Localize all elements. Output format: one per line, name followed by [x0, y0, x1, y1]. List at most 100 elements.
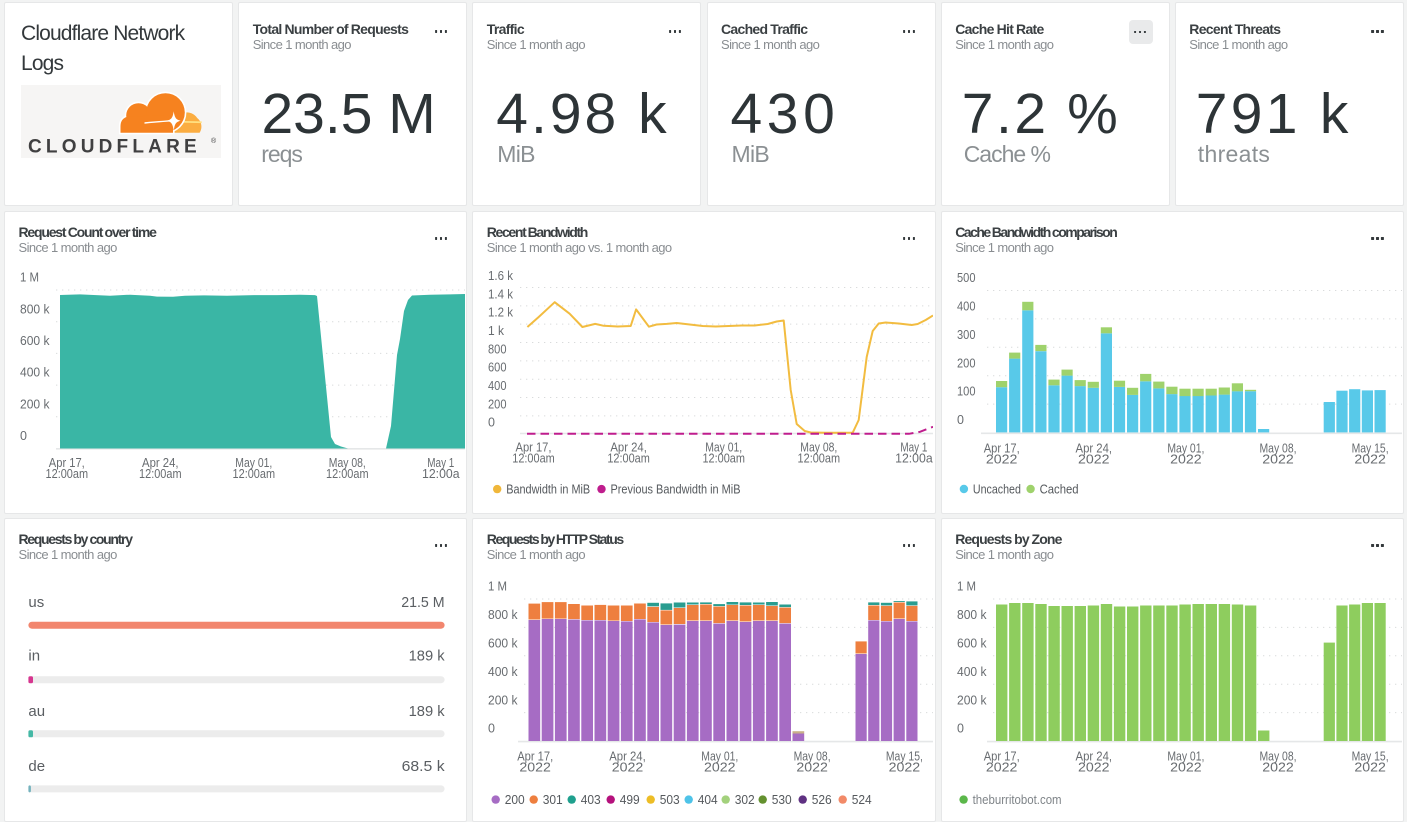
- svg-text:600 k: 600 k: [957, 637, 987, 651]
- svg-text:Apr 17,: Apr 17,: [517, 750, 553, 764]
- svg-text:400 k: 400 k: [20, 366, 50, 380]
- svg-text:us: us: [28, 594, 44, 611]
- svg-text:600: 600: [488, 361, 507, 375]
- svg-text:in: in: [28, 648, 40, 665]
- svg-text:400 k: 400 k: [957, 665, 987, 679]
- svg-text:1 M: 1 M: [488, 580, 507, 594]
- svg-text:2022: 2022: [889, 761, 921, 775]
- svg-text:May 1: May 1: [901, 441, 928, 455]
- svg-text:12:00am: 12:00am: [703, 452, 746, 466]
- svg-text:2022: 2022: [520, 761, 552, 775]
- svg-text:189 k: 189 k: [409, 703, 445, 720]
- svg-text:2022: 2022: [1354, 761, 1386, 775]
- svg-text:1.2 k: 1.2 k: [488, 306, 514, 320]
- svg-text:200: 200: [488, 397, 507, 411]
- svg-text:100: 100: [957, 385, 976, 399]
- svg-text:12:00am: 12:00am: [326, 467, 369, 481]
- svg-text:May 08,: May 08,: [329, 456, 366, 470]
- svg-text:Apr 24,: Apr 24,: [142, 456, 179, 470]
- svg-text:theburritobot.com: theburritobot.com: [972, 793, 1061, 807]
- svg-text:200 k: 200 k: [20, 397, 50, 411]
- svg-text:May 08,: May 08,: [794, 750, 831, 764]
- svg-text:May 01,: May 01,: [235, 456, 272, 470]
- svg-text:2022: 2022: [612, 761, 644, 775]
- svg-text:Apr 17,: Apr 17,: [49, 456, 85, 470]
- svg-text:200: 200: [957, 356, 976, 370]
- svg-text:200 k: 200 k: [488, 693, 518, 707]
- svg-text:1.6 k: 1.6 k: [488, 269, 514, 283]
- svg-text:2022: 2022: [1354, 453, 1386, 467]
- svg-text:2022: 2022: [797, 761, 829, 775]
- svg-text:Apr 17,: Apr 17,: [983, 442, 1019, 456]
- svg-text:0: 0: [488, 722, 495, 736]
- svg-text:200 k: 200 k: [957, 693, 987, 707]
- svg-text:499: 499: [620, 793, 640, 807]
- svg-text:Uncached: Uncached: [973, 483, 1021, 497]
- svg-text:2022: 2022: [1170, 761, 1202, 775]
- svg-text:403: 403: [581, 793, 601, 807]
- svg-text:2022: 2022: [1170, 453, 1202, 467]
- svg-text:Apr 24,: Apr 24,: [1075, 750, 1112, 764]
- svg-text:400 k: 400 k: [488, 665, 518, 679]
- svg-text:2022: 2022: [1262, 761, 1294, 775]
- svg-text:Cached: Cached: [1039, 483, 1078, 497]
- svg-text:May 15,: May 15,: [1351, 750, 1388, 764]
- svg-text:2022: 2022: [1078, 761, 1110, 775]
- svg-text:May 08,: May 08,: [1259, 750, 1296, 764]
- svg-text:May 01,: May 01,: [1167, 442, 1204, 456]
- svg-text:68.5 k: 68.5 k: [402, 758, 446, 775]
- svg-text:600 k: 600 k: [488, 637, 518, 651]
- svg-text:2022: 2022: [1078, 453, 1110, 467]
- svg-text:2022: 2022: [704, 761, 736, 775]
- svg-text:12:00am: 12:00am: [513, 452, 556, 466]
- svg-text:May 08,: May 08,: [801, 441, 838, 455]
- svg-text:May 1: May 1: [427, 456, 454, 470]
- svg-text:0: 0: [488, 416, 495, 430]
- svg-text:400: 400: [488, 379, 507, 393]
- svg-text:1 k: 1 k: [488, 324, 505, 338]
- svg-text:Apr 17,: Apr 17,: [516, 441, 552, 455]
- svg-text:0: 0: [957, 413, 964, 427]
- svg-text:0: 0: [20, 429, 27, 443]
- svg-text:189 k: 189 k: [409, 648, 445, 665]
- svg-text:May 08,: May 08,: [1259, 442, 1296, 456]
- svg-text:301: 301: [543, 793, 563, 807]
- svg-text:1 M: 1 M: [957, 580, 976, 594]
- svg-text:Apr 24,: Apr 24,: [1075, 442, 1112, 456]
- svg-text:CLOUDFLARE: CLOUDFLARE: [28, 137, 201, 158]
- svg-text:524: 524: [852, 793, 872, 807]
- svg-text:400: 400: [957, 300, 976, 314]
- svg-text:300: 300: [957, 328, 976, 342]
- svg-text:800 k: 800 k: [20, 302, 50, 316]
- svg-text:May 15,: May 15,: [886, 750, 923, 764]
- svg-text:526: 526: [812, 793, 832, 807]
- svg-text:530: 530: [772, 793, 792, 807]
- svg-text:2022: 2022: [986, 761, 1018, 775]
- svg-text:12:00am: 12:00am: [139, 467, 182, 481]
- svg-text:May 01,: May 01,: [1167, 750, 1204, 764]
- svg-text:Apr 17,: Apr 17,: [983, 750, 1019, 764]
- svg-text:800 k: 800 k: [488, 608, 518, 622]
- svg-text:1 M: 1 M: [20, 271, 39, 285]
- svg-text:302: 302: [735, 793, 755, 807]
- svg-text:0: 0: [957, 722, 964, 736]
- svg-text:May 15,: May 15,: [1351, 442, 1388, 456]
- svg-text:12:00am: 12:00am: [233, 467, 276, 481]
- svg-text:May 01,: May 01,: [702, 750, 739, 764]
- svg-text:®: ®: [211, 137, 217, 145]
- svg-text:12:00a: 12:00a: [422, 467, 460, 481]
- svg-text:600 k: 600 k: [20, 334, 50, 348]
- svg-text:2022: 2022: [1262, 453, 1294, 467]
- svg-text:12:00am: 12:00am: [608, 452, 651, 466]
- svg-text:de: de: [28, 758, 45, 775]
- svg-text:200: 200: [505, 793, 525, 807]
- svg-text:au: au: [28, 703, 45, 720]
- svg-text:May 01,: May 01,: [705, 441, 742, 455]
- svg-text:2022: 2022: [986, 453, 1018, 467]
- svg-text:404: 404: [698, 793, 718, 807]
- svg-text:12:00a: 12:00a: [895, 452, 933, 466]
- svg-text:12:00am: 12:00am: [798, 452, 841, 466]
- svg-text:503: 503: [660, 793, 680, 807]
- svg-text:Bandwidth in MiB: Bandwidth in MiB: [506, 483, 590, 497]
- svg-text:Apr 24,: Apr 24,: [610, 750, 647, 764]
